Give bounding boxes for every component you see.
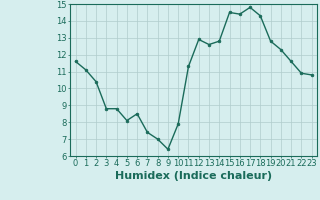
X-axis label: Humidex (Indice chaleur): Humidex (Indice chaleur): [115, 171, 272, 181]
